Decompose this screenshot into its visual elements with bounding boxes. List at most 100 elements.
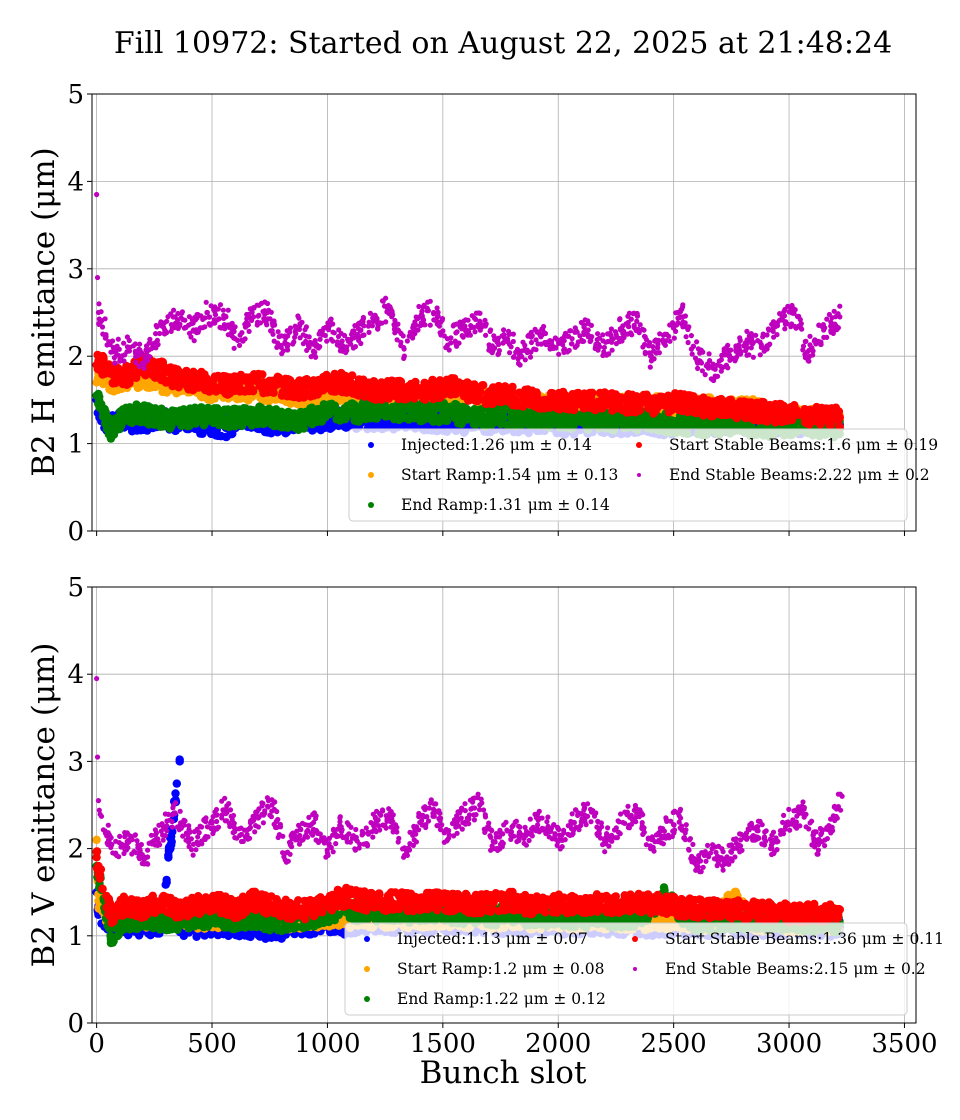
point-start-stable-beams [725,395,734,405]
point-start-stable-beams [231,386,240,395]
point-injected [139,425,148,434]
point-end-ramp [315,405,324,414]
point-start-stable-beams [411,377,420,387]
point-end-ramp [486,417,496,426]
point-end-ramp [168,406,177,415]
point-start-stable-beams [694,402,703,411]
point-end-ramp [223,405,232,414]
point-start-stable-beams [374,394,383,403]
point-start-stable-beams [161,378,171,387]
point-start-stable-beams [635,404,644,413]
point-start-stable-beams [364,378,373,387]
point-end-ramp [265,406,274,415]
point-start-ramp [99,379,108,389]
point-start-stable-beams [124,366,134,375]
point-end-ramp [245,413,255,423]
point-start-stable-beams [450,374,459,383]
point-start-stable-beams [579,404,588,413]
point-start-stable-beams [627,407,637,417]
point-end-ramp [302,412,311,421]
point-end-ramp [356,410,365,419]
point-start-stable-beams [173,365,182,374]
point-start-stable-beams [158,368,167,378]
point-end-ramp [260,419,269,428]
y-axis-label-top: B2 H emittance (μm) [26,147,62,477]
point-start-stable-beams [612,403,621,412]
point-start-stable-beams [404,392,414,402]
panel-top: B2 H emittance (μm) 012345Injected:1.26 … [26,80,938,547]
point-end-ramp [500,405,509,415]
point-start-stable-beams [99,353,108,362]
point-end-ramp [429,417,438,426]
point-start-stable-beams [289,392,299,402]
series-group [92,191,845,443]
point-start-stable-beams [506,392,516,401]
point-end-ramp [134,416,143,425]
point-end-ramp [381,408,390,418]
point-end-ramp [684,418,694,427]
point-end-ramp [194,415,203,425]
point-start-stable-beams [659,400,668,409]
point-end-ramp [473,407,482,416]
point-start-stable-beams [740,405,749,415]
point-start-stable-beams [95,365,104,375]
point-end-ramp [523,417,532,426]
point-end-ramp [394,406,403,416]
point-end-ramp [94,393,103,402]
point-end-ramp [340,404,349,413]
point-start-stable-beams [470,380,479,389]
point-start-stable-beams [330,369,339,379]
point-end-ramp [224,422,233,432]
point-end-ramp [167,422,176,431]
point-start-stable-beams [339,384,349,394]
point-end-ramp [346,399,356,408]
point-start-stable-beams [197,367,206,377]
point-end-ramp [450,414,460,423]
point-start-stable-beams [477,381,487,390]
point-start-stable-beams [180,370,189,380]
point-start-stable-beams [157,357,166,366]
point-end-ramp [502,420,512,429]
point-start-stable-beams [227,377,236,386]
point-start-stable-beams [219,373,228,382]
point-start-stable-beams [642,390,651,399]
point-start-stable-beams [249,370,259,379]
point-start-stable-beams [657,392,667,401]
point-end-ramp [508,413,517,423]
point-start-stable-beams [210,372,220,381]
point-end-ramp [445,402,455,412]
point-start-stable-beams [600,388,609,397]
point-end-ramp [156,422,165,431]
point-start-stable-beams [305,390,314,399]
point-start-ramp [158,387,167,397]
point-end-ramp [335,416,345,425]
point-start-stable-beams [264,385,273,395]
point-end-ramp [95,403,105,412]
point-start-stable-beams [459,388,468,397]
point-start-stable-beams [416,391,425,400]
point-end-ramp [121,410,131,419]
point-start-stable-beams [245,386,254,396]
point-start-stable-beams [569,398,578,407]
point-start-stable-beams [527,387,536,396]
point-start-stable-beams [365,388,374,397]
point-start-stable-beams [322,370,331,380]
point-end-ramp [541,414,550,424]
point-end-ramp [278,414,287,423]
point-end-ramp [232,413,242,422]
point-end-ramp [203,412,213,422]
point-end-ramp [109,430,119,439]
point-start-stable-beams [381,381,390,390]
point-end-ramp [299,424,309,433]
point-start-stable-beams [602,395,611,405]
point-end-ramp [371,409,380,418]
point-end-ramp [410,414,419,423]
point-start-stable-beams [215,385,224,394]
point-start-stable-beams [558,387,568,397]
point-start-stable-beams [644,404,653,413]
point-start-stable-beams [486,399,495,408]
point-start-stable-beams [524,394,533,404]
point-start-stable-beams [686,392,695,401]
point-start-stable-beams [429,389,438,399]
